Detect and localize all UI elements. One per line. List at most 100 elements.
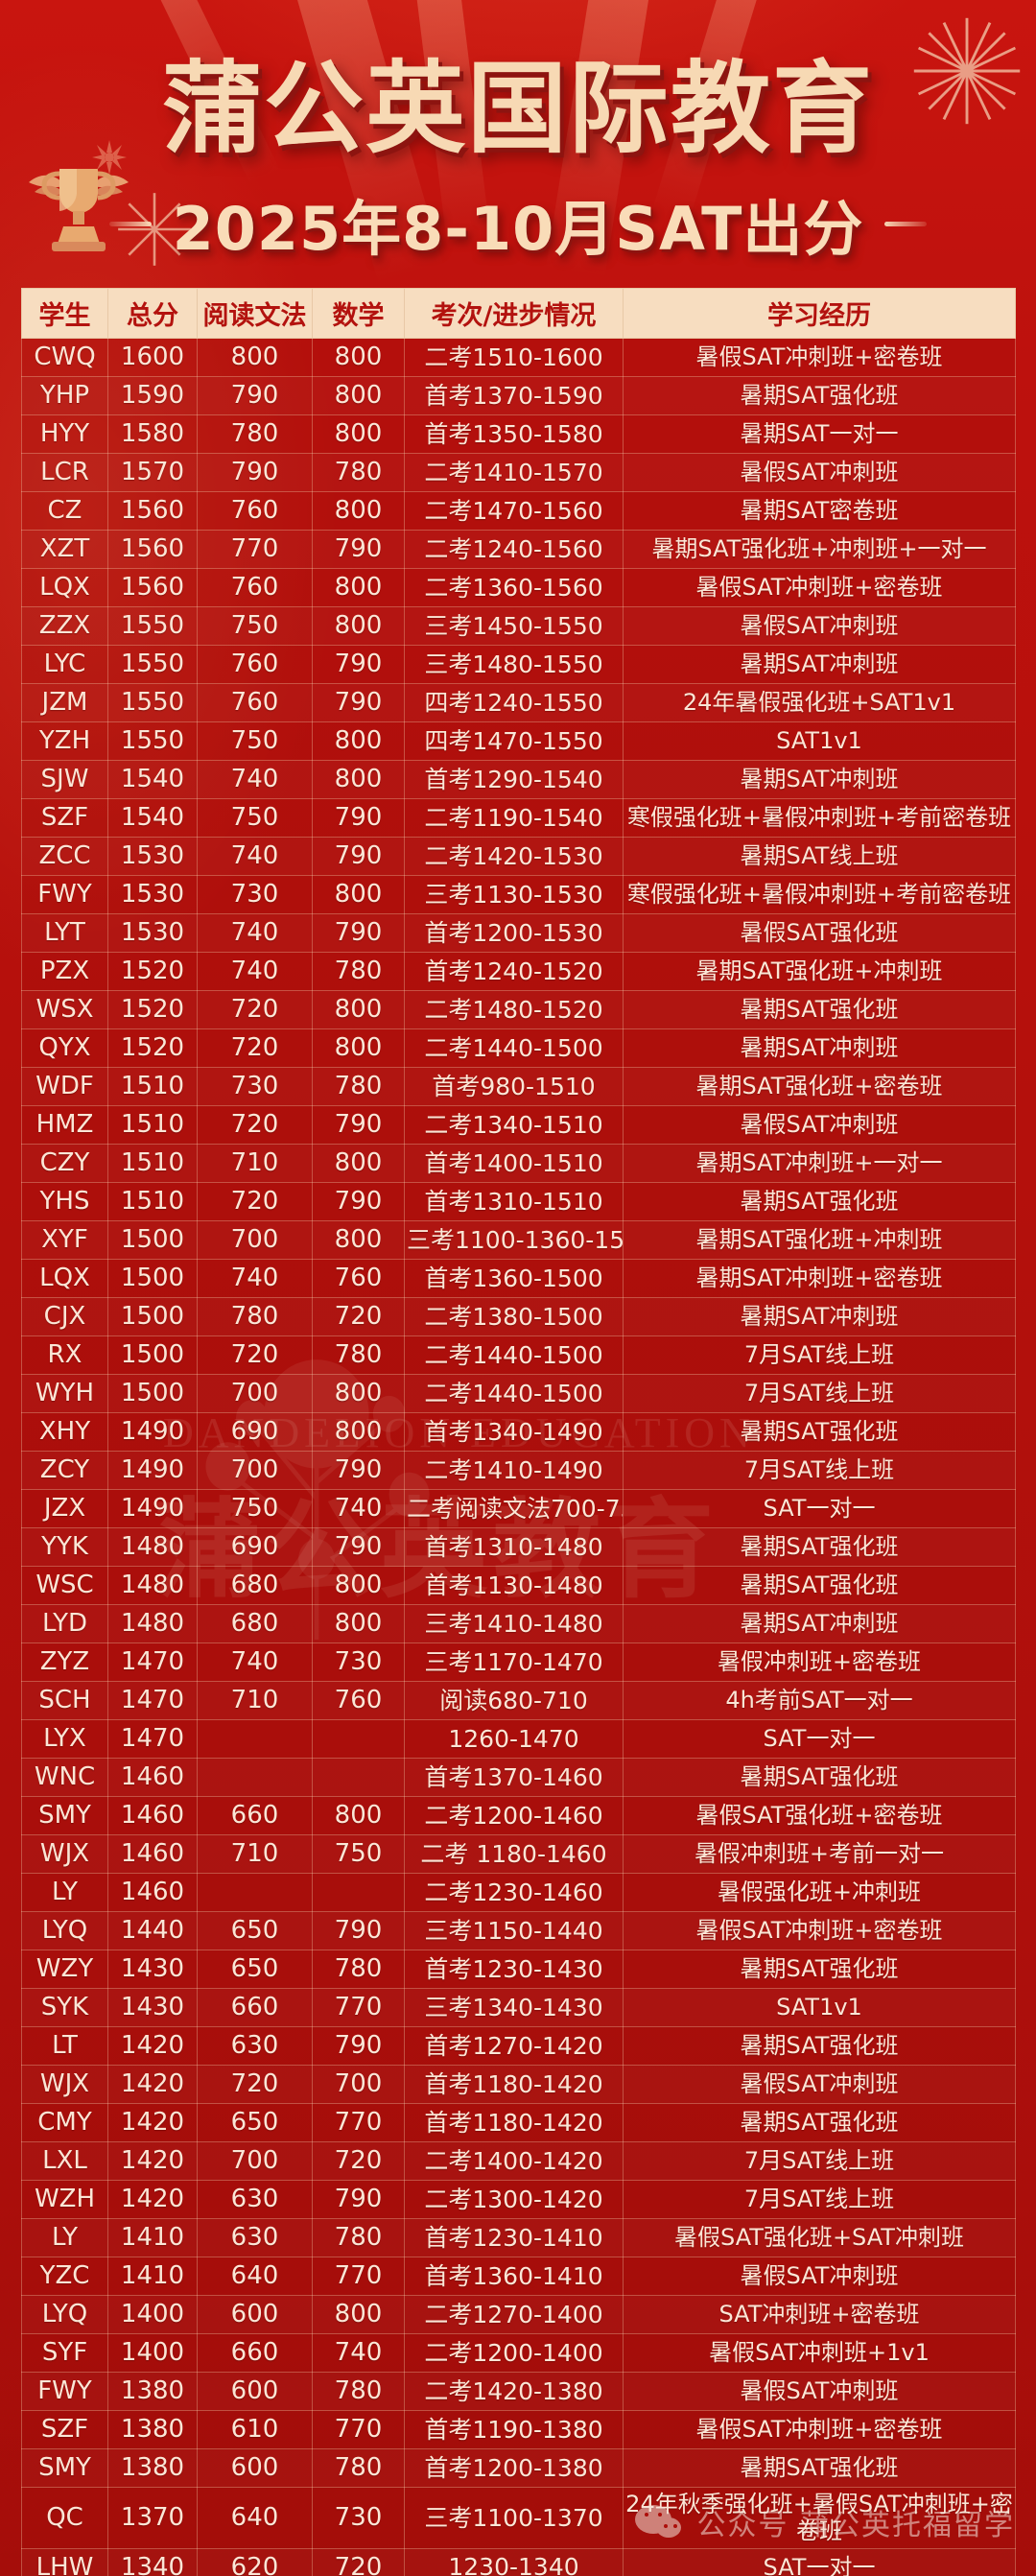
cell-student: WZH bbox=[21, 2180, 108, 2219]
cell-math: 780 bbox=[312, 453, 405, 492]
table-row: FWY 1530 730 800 三考1130-1530 寒假强化班+暑假冲刺班+考前密卷… bbox=[21, 875, 1016, 914]
cell-reading-writing: 640 bbox=[197, 2257, 313, 2296]
cell-student: FWY bbox=[21, 2372, 108, 2411]
cell-attempt: 三考1100-1370 bbox=[404, 2487, 624, 2549]
cell-total: 1560 bbox=[107, 530, 198, 569]
table-row: HMZ 1510 720 790 二考1340-1510 暑假SAT冲刺班 bbox=[21, 1105, 1016, 1145]
cell-student: LYX bbox=[21, 1719, 108, 1759]
cell-reading-writing: 770 bbox=[197, 530, 313, 569]
cell-reading-writing: 750 bbox=[197, 1489, 313, 1528]
table-row: QC 1370 640 730 三考1100-1370 24年秋季强化班+暑假SAT冲刺班… bbox=[21, 2487, 1016, 2549]
cell-math: 720 bbox=[312, 1297, 405, 1336]
cell-experience: 暑期SAT强化班 bbox=[623, 1412, 1016, 1452]
cell-attempt: 二考1200-1460 bbox=[404, 1796, 624, 1835]
cell-experience: 暑假SAT强化班+SAT冲刺班 bbox=[623, 2218, 1016, 2257]
cell-reading-writing: 700 bbox=[197, 1220, 313, 1260]
table-row: LYC 1550 760 790 三考1480-1550 暑期SAT冲刺班 bbox=[21, 645, 1016, 684]
cell-reading-writing: 720 bbox=[197, 2065, 313, 2104]
cell-experience: 暑期SAT强化班 bbox=[623, 1527, 1016, 1567]
cell-total: 1370 bbox=[107, 2487, 198, 2549]
table-row: LYX 1470 1260-1470 SAT一对一 bbox=[21, 1719, 1016, 1759]
cell-student: QC bbox=[21, 2487, 108, 2549]
cell-student: LYT bbox=[21, 913, 108, 953]
cell-student: LYD bbox=[21, 1604, 108, 1643]
cell-student: LQX bbox=[21, 568, 108, 607]
cell-math: 800 bbox=[312, 1566, 405, 1605]
table-row: WNC 1460 首考1370-1460 暑期SAT强化班 bbox=[21, 1758, 1016, 1797]
cell-attempt: 首考1200-1530 bbox=[404, 913, 624, 953]
column-header-reading-writing: 阅读文法 bbox=[197, 288, 313, 339]
cell-attempt: 1230-1340 bbox=[404, 2547, 624, 2576]
cell-student: YZC bbox=[21, 2257, 108, 2296]
divider-right bbox=[884, 221, 928, 226]
table-row: CWQ 1600 800 800 二考1510-1600 暑假SAT冲刺班+密卷班 bbox=[21, 338, 1016, 377]
cell-reading-writing: 750 bbox=[197, 798, 313, 838]
cell-experience: 暑期SAT冲刺班 bbox=[623, 1604, 1016, 1643]
cell-reading-writing: 740 bbox=[197, 1642, 313, 1682]
cell-reading-writing: 710 bbox=[197, 1834, 313, 1874]
subtitle-row: 2025年8-10月SAT出分 bbox=[0, 180, 1036, 267]
cell-experience: 暑期SAT强化班+密卷班 bbox=[623, 1067, 1016, 1106]
cell-math bbox=[312, 1719, 405, 1759]
cell-total: 1420 bbox=[107, 2026, 198, 2066]
cell-student: HMZ bbox=[21, 1105, 108, 1145]
table-row: CZY 1510 710 800 首考1400-1510 暑期SAT冲刺班+一对一 bbox=[21, 1144, 1016, 1183]
cell-total: 1420 bbox=[107, 2180, 198, 2219]
table-row: YHS 1510 720 790 首考1310-1510 暑期SAT强化班 bbox=[21, 1182, 1016, 1221]
cell-math: 800 bbox=[312, 414, 405, 454]
cell-student: RX bbox=[21, 1335, 108, 1375]
cell-math: 800 bbox=[312, 721, 405, 761]
table-row: LQX 1500 740 760 首考1360-1500 暑期SAT冲刺班+密卷班 bbox=[21, 1259, 1016, 1298]
cell-student: WSC bbox=[21, 1566, 108, 1605]
cell-experience: 暑假SAT冲刺班 bbox=[623, 2065, 1016, 2104]
cell-attempt: 二考1410-1490 bbox=[404, 1451, 624, 1490]
cell-total: 1480 bbox=[107, 1566, 198, 1605]
table-row: WZY 1430 650 780 首考1230-1430 暑期SAT强化班 bbox=[21, 1950, 1016, 1989]
cell-total: 1410 bbox=[107, 2257, 198, 2296]
cell-experience: SAT一对一 bbox=[623, 1719, 1016, 1759]
cell-reading-writing: 790 bbox=[197, 376, 313, 415]
cell-total: 1580 bbox=[107, 414, 198, 454]
cell-attempt: 三考1410-1480 bbox=[404, 1604, 624, 1643]
cell-attempt: 二考1340-1510 bbox=[404, 1105, 624, 1145]
cell-attempt: 二考1510-1600 bbox=[404, 338, 624, 377]
cell-attempt: 三考1150-1440 bbox=[404, 1911, 624, 1950]
cell-experience: 暑期SAT强化班+冲刺班+一对一 bbox=[623, 530, 1016, 569]
cell-reading-writing: 660 bbox=[197, 2333, 313, 2373]
table-row: ZCY 1490 700 790 二考1410-1490 7月SAT线上班 bbox=[21, 1451, 1016, 1490]
cell-experience: 暑假SAT冲刺班 bbox=[623, 2372, 1016, 2411]
table-row: WSC 1480 680 800 首考1130-1480 暑期SAT强化班 bbox=[21, 1566, 1016, 1605]
table-row: LYD 1480 680 800 三考1410-1480 暑期SAT冲刺班 bbox=[21, 1604, 1016, 1643]
cell-student: SZF bbox=[21, 798, 108, 838]
cell-math: 720 bbox=[312, 2141, 405, 2181]
cell-experience: 7月SAT线上班 bbox=[623, 2141, 1016, 2181]
cell-math bbox=[312, 1873, 405, 1912]
cell-attempt: 二考1240-1560 bbox=[404, 530, 624, 569]
cell-student: XHY bbox=[21, 1412, 108, 1452]
cell-reading-writing: 760 bbox=[197, 645, 313, 684]
cell-math: 800 bbox=[312, 568, 405, 607]
cell-attempt: 四考1240-1550 bbox=[404, 683, 624, 722]
cell-attempt: 二考阅读文法700-750 bbox=[404, 1489, 624, 1528]
cell-reading-writing: 730 bbox=[197, 1067, 313, 1106]
cell-total: 1520 bbox=[107, 1028, 198, 1068]
cell-student: WYH bbox=[21, 1374, 108, 1413]
cell-attempt: 首考1230-1430 bbox=[404, 1950, 624, 1989]
cell-attempt: 首考1370-1590 bbox=[404, 376, 624, 415]
cell-student: CMY bbox=[21, 2103, 108, 2142]
cell-math: 700 bbox=[312, 2065, 405, 2104]
cell-math: 800 bbox=[312, 1028, 405, 1068]
cell-math: 800 bbox=[312, 1220, 405, 1260]
cell-total: 1400 bbox=[107, 2333, 198, 2373]
cell-attempt: 首考1270-1420 bbox=[404, 2026, 624, 2066]
cell-student: YHS bbox=[21, 1182, 108, 1221]
cell-total: 1510 bbox=[107, 1182, 198, 1221]
cell-total: 1530 bbox=[107, 837, 198, 876]
cell-reading-writing bbox=[197, 1719, 313, 1759]
cell-student: WJX bbox=[21, 1834, 108, 1874]
cell-attempt: 二考1420-1380 bbox=[404, 2372, 624, 2411]
cell-experience: 暑期SAT强化班 bbox=[623, 1566, 1016, 1605]
cell-math: 770 bbox=[312, 2410, 405, 2449]
cell-reading-writing: 710 bbox=[197, 1681, 313, 1720]
cell-experience: SAT一对一 bbox=[623, 2547, 1016, 2576]
